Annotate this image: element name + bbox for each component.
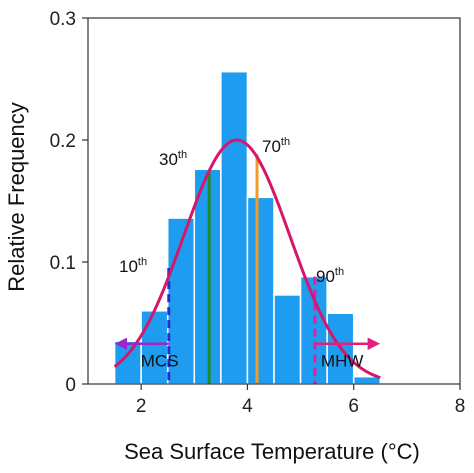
percentile-annotation-30: 30th xyxy=(159,149,187,169)
x-axis-title: Sea Surface Temperature (°C) xyxy=(124,439,420,464)
x-tick-label: 4 xyxy=(242,396,253,417)
region-label-mcs: MCS xyxy=(141,352,179,371)
histogram-bar-1 xyxy=(140,310,169,385)
svg-text:30th: 30th xyxy=(159,149,187,169)
percentile-lines xyxy=(167,154,317,384)
plot-frame xyxy=(87,17,461,385)
region-label-mhw: MHW xyxy=(321,352,363,371)
svg-text:90th: 90th xyxy=(316,266,344,286)
y-tick-label: 0 xyxy=(65,375,76,396)
x-tick-label: 6 xyxy=(348,396,359,417)
percentile-annotations: 10th 30th 70th 90th xyxy=(119,136,344,286)
svg-text:10th: 10th xyxy=(119,256,147,276)
percentile-annotation-10: 10th xyxy=(119,256,147,276)
histogram-bar-4 xyxy=(220,70,249,385)
y-tick-label: 0.3 xyxy=(50,9,76,30)
histogram-bar-6 xyxy=(273,294,302,385)
x-tick-label: 8 xyxy=(455,396,466,417)
fitted-normal-curve xyxy=(113,138,381,380)
histogram-bar-3 xyxy=(193,168,222,385)
y-axis-title: Relative Frequency xyxy=(4,102,29,292)
histogram-bar-5 xyxy=(246,196,275,385)
region-arrows: MCS MHW xyxy=(114,337,381,371)
y-tick-label: 0.2 xyxy=(50,131,76,152)
histogram-bars xyxy=(113,70,382,385)
percentile-annotation-90: 90th xyxy=(316,266,344,286)
y-tick-label: 0.1 xyxy=(50,253,76,274)
svg-text:70th: 70th xyxy=(262,136,290,156)
percentile-annotation-70: 70th xyxy=(262,136,290,156)
axis-ticks: 2 4 6 8 0 0.1 0.2 0.3 xyxy=(50,9,466,417)
x-tick-label: 2 xyxy=(136,396,147,417)
